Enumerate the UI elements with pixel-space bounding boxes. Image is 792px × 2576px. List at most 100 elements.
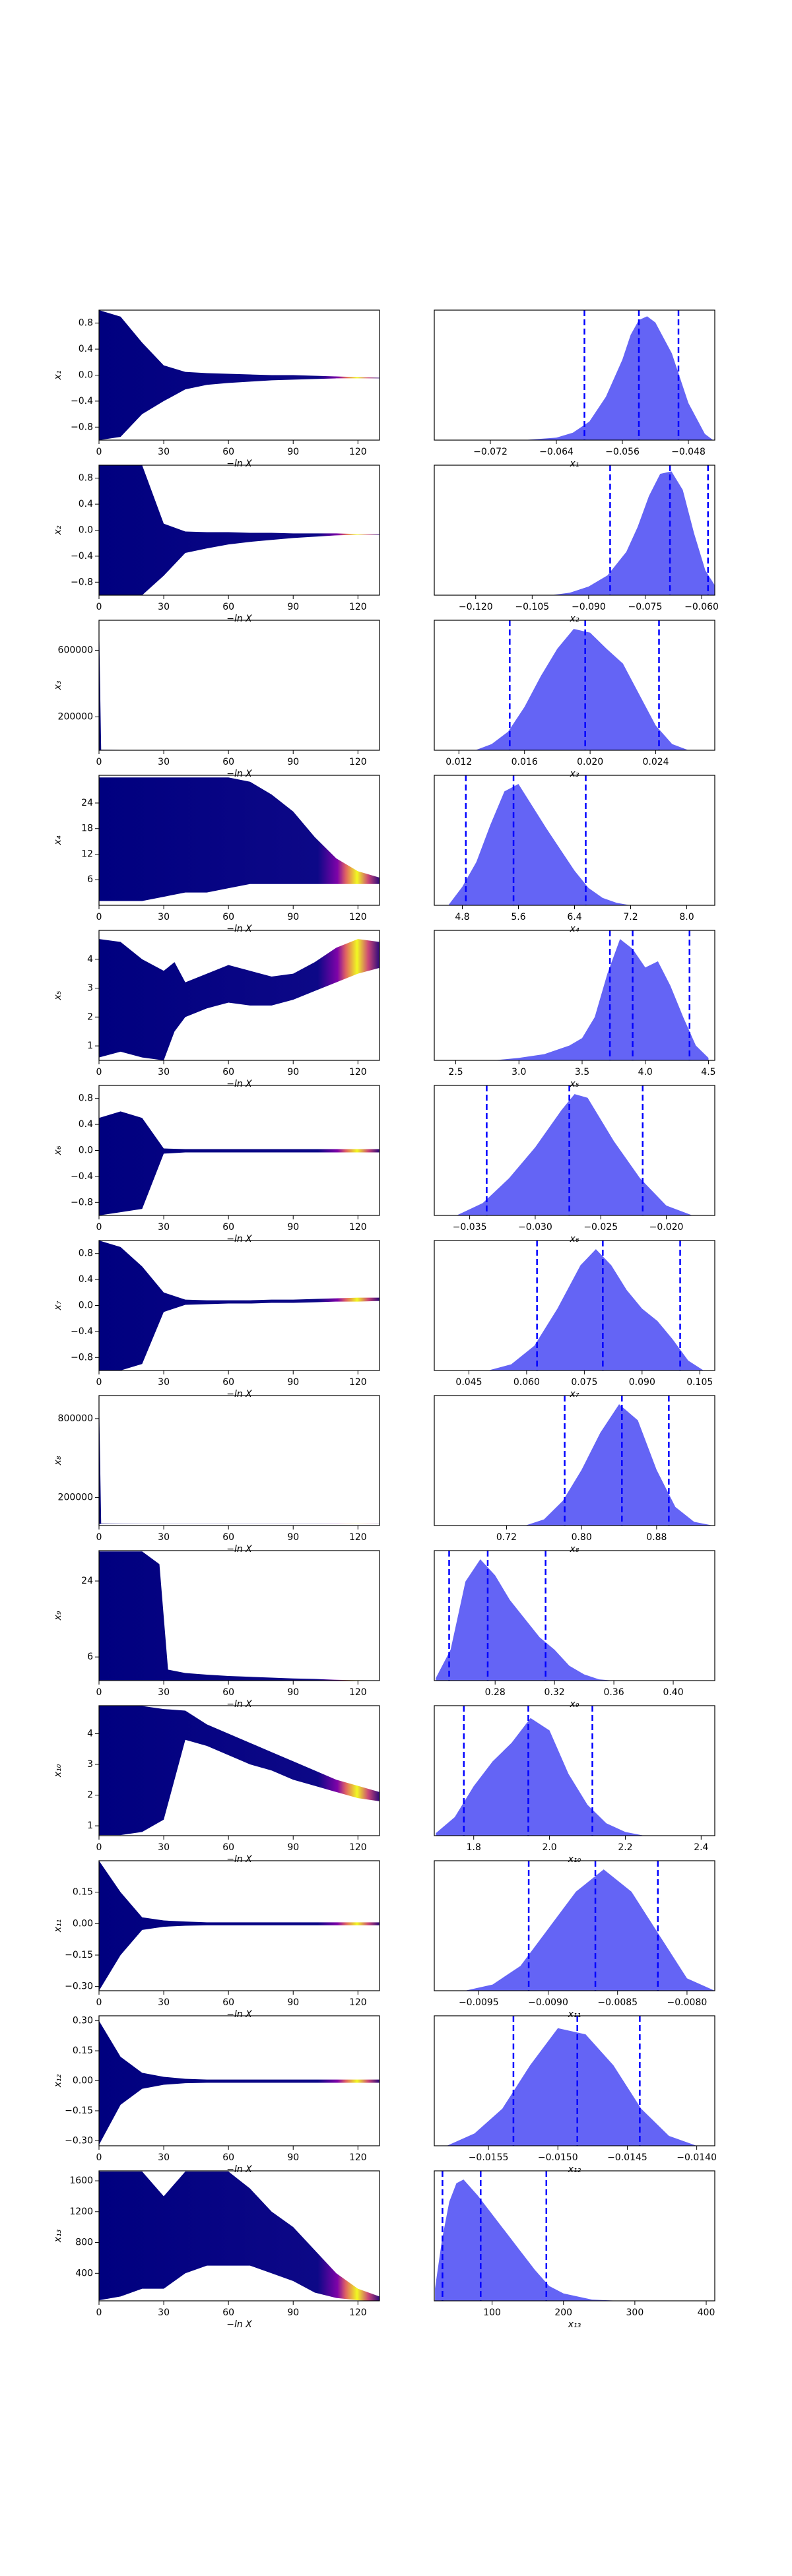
x-tick-label: 6.4: [567, 912, 581, 922]
x-axis-label: −ln X: [226, 769, 252, 779]
x-tick-label: 30: [158, 1222, 170, 1233]
posterior-panel: −0.035 −0.030 −0.025 −0.020 x₆: [434, 1085, 715, 1244]
x-tick-label: 90: [287, 1377, 299, 1388]
axes-frame: [98, 1395, 380, 1526]
trace-band: [99, 1706, 380, 1836]
posterior-area: [493, 939, 709, 1060]
trace-panel: 0 30 60 90 120 6 24 −ln X x₉: [53, 1550, 380, 1710]
x-tick-label: 0.090: [629, 1377, 655, 1388]
x-axis-label: x₉: [570, 1699, 579, 1710]
x-tick-label: 0.80: [572, 1532, 592, 1543]
y-tick-label: 0.15: [73, 2045, 93, 2056]
axes-frame: [434, 620, 715, 751]
trace-panel: 0 30 60 90 120 200000 600000 −ln X x₃: [53, 620, 380, 779]
y-tick-label: 6: [87, 874, 93, 885]
x-tick-label: 0: [96, 757, 102, 767]
y-tick-label: −0.4: [71, 1326, 93, 1337]
y-axis-label: x₈: [53, 1456, 63, 1465]
x-tick-label: 0: [96, 2152, 102, 2163]
axes-frame: [434, 1240, 715, 1371]
y-tick-label: 600000: [58, 645, 93, 655]
axes-frame: [434, 309, 715, 441]
trace-panel: 0 30 60 90 120 −0.30 −0.15 0.00 0.15 −ln X x₁₁: [53, 1860, 380, 2020]
x-tick-label: 60: [222, 1687, 234, 1698]
trace-band: [99, 1240, 380, 1370]
x-axis-label: x₁₃: [568, 2319, 581, 2330]
axes-frame: [434, 2015, 715, 2146]
posterior-panel: 4.8 5.6 6.4 7.2 8.0 x₄: [434, 775, 715, 934]
x-tick-label: −0.075: [628, 602, 663, 612]
x-tick-label: 30: [158, 2307, 170, 2318]
posterior-area: [465, 1869, 715, 1991]
y-tick-label: 400: [75, 2268, 93, 2278]
x-tick-label: −0.048: [671, 447, 706, 457]
x-axis-label: −ln X: [226, 1854, 252, 1865]
y-tick-label: 200000: [58, 1493, 93, 1503]
y-tick-label: −0.30: [65, 1981, 93, 1992]
y-tick-label: 0.4: [79, 1274, 93, 1285]
x-tick-label: 0.28: [485, 1687, 506, 1698]
x-tick-label: 120: [349, 757, 367, 767]
x-tick-label: 90: [287, 2307, 299, 2318]
x-tick-label: 4.5: [701, 1067, 715, 1078]
axes-frame: [434, 1550, 715, 1681]
x-tick-label: 2.0: [542, 1842, 556, 1853]
trace-band: [99, 1396, 380, 1524]
x-tick-label: 90: [287, 1222, 299, 1233]
y-tick-label: −0.15: [65, 2106, 93, 2116]
x-tick-label: 60: [222, 2307, 234, 2318]
trace-panel: 0 30 60 90 120 −0.8 −0.4 0.0 0.4 0.8 −ln X x₂: [53, 465, 380, 624]
y-tick-label: 3: [87, 983, 93, 994]
x-axis-label: x₁₁: [568, 2009, 581, 2020]
x-tick-label: 120: [349, 2307, 367, 2318]
x-axis-label: −ln X: [226, 459, 252, 469]
posterior-area: [525, 1404, 713, 1526]
x-axis-label: −ln X: [226, 924, 252, 934]
x-tick-label: 2.2: [618, 1842, 632, 1853]
x-axis-label: −ln X: [226, 614, 252, 624]
posterior-panel: −0.120 −0.105 −0.090 −0.075 −0.060 x₂: [434, 465, 719, 624]
x-tick-label: 60: [222, 912, 234, 922]
x-tick-label: 60: [222, 1222, 234, 1233]
x-tick-label: 60: [222, 447, 234, 457]
x-tick-label: 0.72: [496, 1532, 517, 1543]
y-tick-label: 4: [87, 1728, 93, 1739]
axes-frame: [98, 1550, 380, 1681]
x-tick-label: −0.0145: [607, 2152, 647, 2163]
axes-frame: [434, 1395, 715, 1526]
y-tick-label: 0.30: [73, 2016, 93, 2026]
posterior-panel: 0.28 0.32 0.36 0.40 x₉: [434, 1550, 715, 1710]
y-tick-label: 12: [81, 849, 93, 859]
x-tick-label: 4.0: [638, 1067, 653, 1078]
y-tick-label: −0.8: [71, 1352, 93, 1363]
x-tick-label: 90: [287, 447, 299, 457]
x-axis-label: −ln X: [226, 1699, 252, 1710]
x-tick-label: 2.4: [694, 1842, 708, 1853]
x-axis-label: −ln X: [226, 1389, 252, 1400]
y-tick-label: −0.4: [71, 1171, 93, 1182]
x-tick-label: 0.045: [455, 1377, 482, 1388]
x-tick-label: 0.012: [446, 757, 472, 767]
x-tick-label: 0: [96, 1532, 102, 1543]
y-axis-label: x₁₂: [53, 2074, 63, 2088]
x-tick-label: 3.0: [512, 1067, 526, 1078]
x-tick-label: 0: [96, 1067, 102, 1078]
axes-frame: [434, 1085, 715, 1216]
x-tick-label: −0.060: [684, 602, 719, 612]
x-tick-label: 0.016: [512, 757, 538, 767]
y-axis-label: x₁₁: [53, 1919, 63, 1933]
y-tick-label: 4: [87, 954, 93, 965]
x-tick-label: −0.072: [473, 447, 508, 457]
posterior-area: [523, 316, 713, 440]
x-tick-label: 90: [287, 1532, 299, 1543]
x-tick-label: 0: [96, 1377, 102, 1388]
trace-panel: 0 30 60 90 120 200000 800000 −ln X x₈: [53, 1395, 380, 1555]
y-tick-label: −0.15: [65, 1950, 93, 1960]
x-tick-label: −0.035: [453, 1222, 487, 1233]
trace-band: [99, 1861, 380, 1991]
x-tick-label: −0.105: [515, 602, 549, 612]
x-axis-label: −ln X: [226, 2164, 252, 2175]
x-tick-label: −0.0150: [538, 2152, 578, 2163]
posterior-area: [448, 784, 631, 905]
y-axis-label: x₁₃: [53, 2229, 63, 2243]
